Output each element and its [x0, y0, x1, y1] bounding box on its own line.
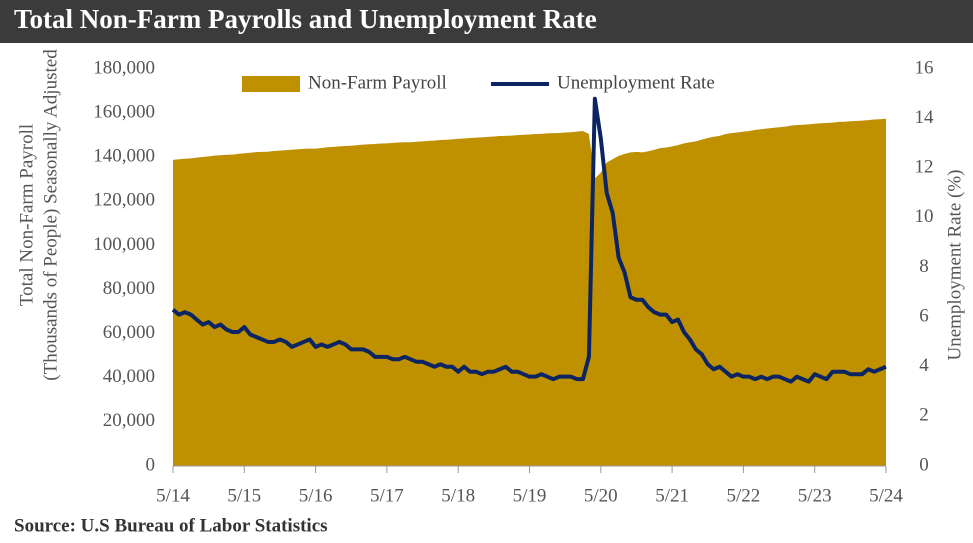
y-tick-label: 140,000 — [93, 146, 155, 167]
y2-tick-label: 10 — [915, 206, 934, 227]
x-tick-label: 5/15 — [227, 485, 261, 506]
y-tick-label: 180,000 — [93, 57, 155, 78]
x-tick-label: 5/21 — [655, 485, 689, 506]
x-tick-label: 5/19 — [513, 485, 547, 506]
x-tick-label: 5/18 — [441, 485, 475, 506]
x-tick-label: 5/20 — [584, 485, 618, 506]
y-tick-label: 100,000 — [93, 234, 155, 255]
source: Source: U.S Bureau of Labor Statistics — [14, 515, 328, 536]
y2-axis-label: Unemployment Rate (%) — [944, 169, 965, 360]
legend-swatch — [242, 76, 300, 92]
y-axis-label: Total Non-Farm Payroll — [16, 124, 37, 306]
y2-tick-label: 8 — [919, 256, 929, 277]
x-tick-label: 5/17 — [370, 485, 404, 506]
legend-label: Non-Farm Payroll — [308, 72, 447, 93]
y-tick-label: 120,000 — [93, 190, 155, 211]
x-tick-label: 5/22 — [727, 485, 761, 506]
y2-tick-label: 16 — [915, 57, 934, 78]
x-tick-label: 5/16 — [299, 485, 333, 506]
line — [171, 96, 887, 384]
y2-tick-label: 14 — [915, 107, 935, 128]
x-tick-label: 5/14 — [156, 485, 190, 506]
y-tick-label: 160,000 — [93, 101, 155, 122]
x-tick-label: 5/24 — [869, 485, 903, 506]
chart-title: Total Non-Farm Payrolls and Unemployment… — [14, 4, 597, 34]
y-axis-label: (Thousands of People) Seasonally Adjuste… — [40, 49, 61, 381]
y2-tick-label: 4 — [919, 355, 929, 376]
y2-tick-label: 12 — [915, 157, 934, 178]
y-tick-label: 40,000 — [103, 366, 155, 387]
title-bar — [0, 0, 973, 43]
legend-label: Unemployment Rate — [557, 72, 715, 93]
area — [173, 118, 886, 466]
y2-tick-label: 2 — [919, 405, 929, 426]
y-tick-label: 0 — [146, 454, 156, 475]
y2-tick-label: 0 — [919, 454, 929, 475]
y-tick-label: 80,000 — [103, 278, 155, 299]
y2-tick-label: 6 — [919, 305, 929, 326]
x-tick-label: 5/23 — [798, 485, 832, 506]
y-tick-label: 20,000 — [103, 410, 155, 431]
y-tick-label: 60,000 — [103, 322, 155, 343]
